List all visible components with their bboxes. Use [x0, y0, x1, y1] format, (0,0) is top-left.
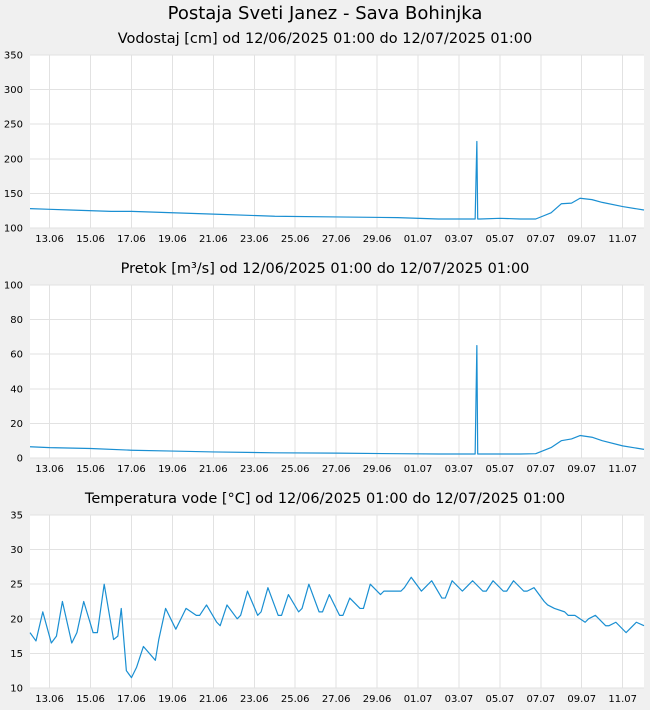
x-tick-label: 07.07	[526, 464, 555, 475]
x-tick-label: 25.06	[281, 464, 310, 475]
y-tick-label: 0	[17, 454, 23, 465]
x-tick-label: 05.07	[486, 464, 515, 475]
y-tick-label: 30	[10, 545, 23, 556]
y-tick-label: 150	[4, 189, 23, 200]
y-tick-label: 100	[4, 224, 23, 235]
y-tick-label: 80	[10, 315, 23, 326]
chart-title-discharge: Pretok [m³/s] od 12/06/2025 01:00 do 12/…	[120, 261, 530, 277]
y-tick-label: 15	[10, 649, 23, 660]
x-tick-label: 19.06	[158, 694, 187, 705]
y-tick-label: 200	[4, 154, 23, 165]
x-tick-label: 27.06	[322, 694, 351, 705]
plot-area	[30, 285, 644, 458]
x-tick-label: 27.06	[322, 234, 351, 245]
x-tick-label: 21.06	[199, 234, 228, 245]
chart-title-water-temperature: Temperatura vode [°C] od 12/06/2025 01:0…	[84, 491, 566, 507]
discharge-chart: 0 20 40 60 80 100 13.06 15.06 17.06 19.06 21.06 23.…	[4, 281, 645, 475]
y-tick-label: 300	[4, 85, 23, 96]
series-line-0	[29, 140, 645, 220]
plot-area	[30, 515, 644, 688]
x-tick-label: 05.07	[486, 234, 515, 245]
x-tick-label: 29.06	[363, 694, 392, 705]
x-tick-label: 21.06	[199, 464, 228, 475]
x-tick-label: 27.06	[322, 464, 351, 475]
x-tick-label: 17.06	[117, 694, 146, 705]
x-tick-label: 09.07	[567, 464, 596, 475]
x-tick-label: 15.06	[76, 464, 105, 475]
x-tick-label: 19.06	[158, 234, 187, 245]
x-tick-label: 03.07	[445, 694, 474, 705]
x-tick-label: 13.06	[35, 234, 64, 245]
x-tick-label: 11.07	[608, 464, 637, 475]
x-tick-label: 19.06	[158, 464, 187, 475]
x-tick-label: 13.06	[35, 694, 64, 705]
x-tick-label: 11.07	[608, 694, 637, 705]
y-tick-label: 250	[4, 120, 23, 131]
y-tick-label: 20	[10, 419, 23, 430]
x-tick-label: 17.06	[117, 464, 146, 475]
x-tick-label: 21.06	[199, 694, 228, 705]
y-tick-label: 350	[4, 51, 23, 62]
y-tick-label: 100	[4, 281, 23, 292]
x-tick-label: 01.07	[404, 694, 433, 705]
y-tick-label: 35	[10, 511, 23, 522]
x-tick-label: 15.06	[76, 694, 105, 705]
x-tick-label: 07.07	[526, 694, 555, 705]
plot-area	[30, 55, 644, 228]
x-tick-label: 17.06	[117, 234, 146, 245]
x-tick-label: 25.06	[281, 694, 310, 705]
x-tick-label: 29.06	[363, 234, 392, 245]
x-tick-label: 23.06	[240, 464, 269, 475]
chart-title-water-level: Vodostaj [cm] od 12/06/2025 01:00 do 12/…	[117, 31, 533, 47]
y-tick-label: 20	[10, 614, 23, 625]
y-tick-label: 10	[10, 684, 23, 695]
x-tick-label: 13.06	[35, 464, 64, 475]
y-tick-label: 25	[10, 580, 23, 591]
y-tick-label: 40	[10, 384, 23, 395]
water-temperature-chart: 10 15 20 25 30 35 13.06 15.06 17.06 19.06 21.06 23.…	[10, 511, 645, 705]
x-tick-label: 05.07	[486, 694, 515, 705]
series-line-0	[29, 344, 645, 455]
x-tick-label: 01.07	[404, 234, 433, 245]
x-tick-label: 09.07	[567, 694, 596, 705]
x-tick-label: 23.06	[240, 234, 269, 245]
series-line-0	[29, 576, 645, 679]
water-level-chart: 100 150 200 250 300 350 13.06 15.06 17.06 19.06 21…	[4, 51, 645, 245]
x-tick-label: 03.07	[445, 234, 474, 245]
x-tick-label: 09.07	[567, 234, 596, 245]
x-tick-label: 11.07	[608, 234, 637, 245]
page-title: Postaja Sveti Janez - Sava Bohinjka	[167, 3, 483, 24]
x-tick-label: 03.07	[445, 464, 474, 475]
y-tick-label: 60	[10, 350, 23, 361]
x-tick-label: 29.06	[363, 464, 392, 475]
x-tick-label: 25.06	[281, 234, 310, 245]
x-tick-label: 23.06	[240, 694, 269, 705]
x-tick-label: 07.07	[526, 234, 555, 245]
x-tick-label: 15.06	[76, 234, 105, 245]
x-tick-label: 01.07	[404, 464, 433, 475]
